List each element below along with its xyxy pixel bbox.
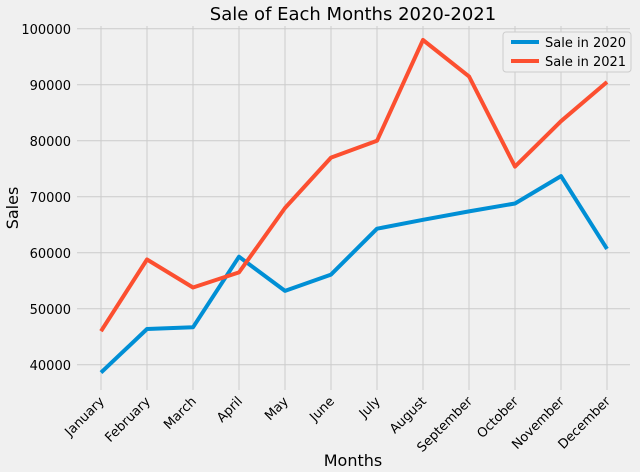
y-tick-label: 50000: [30, 303, 71, 318]
chart-title: Sale of Each Months 2020-2021: [210, 4, 496, 25]
series-line-2: [99, 38, 609, 333]
y-tick-label: 40000: [30, 359, 71, 374]
y-tick-label: 100000: [21, 23, 71, 38]
series-line-1: [99, 174, 609, 375]
legend: Sale in 2020 Sale in 2021: [502, 31, 632, 73]
legend-label: Sale in 2020: [545, 36, 626, 51]
y-tick-label: 60000: [30, 247, 71, 262]
y-axis-ticks: 40000 50000 60000 70000 80000 90000 100000: [21, 23, 71, 374]
legend-label: Sale in 2021: [545, 55, 626, 70]
series: [99, 38, 609, 375]
y-axis-label: Sales: [3, 187, 22, 230]
y-tick-label: 80000: [30, 135, 71, 150]
y-tick-label: 70000: [30, 191, 71, 206]
x-axis-label: Months: [324, 451, 382, 470]
y-tick-label: 90000: [30, 79, 71, 94]
